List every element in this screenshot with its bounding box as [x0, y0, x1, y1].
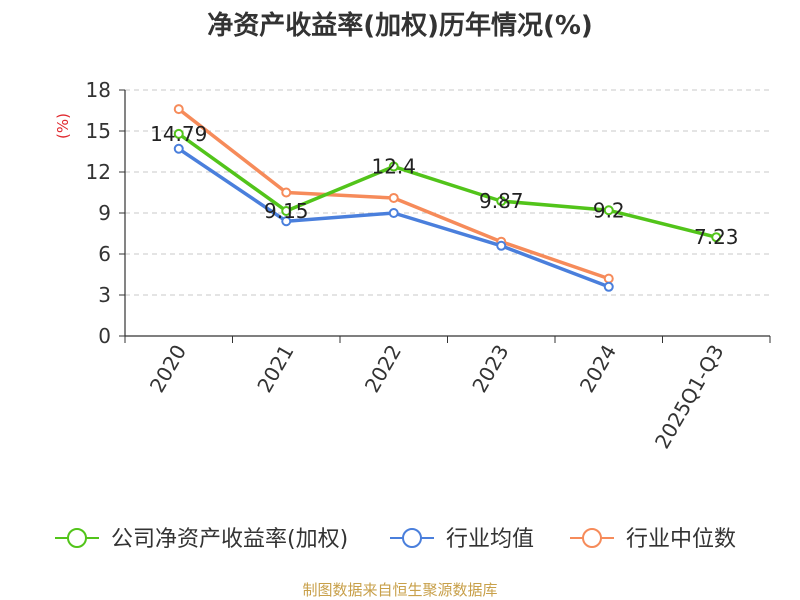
grid-lines: [125, 89, 770, 296]
y-tick-label: 3: [98, 283, 111, 307]
y-tick-label: 9: [98, 201, 111, 225]
y-tick-label: 15: [86, 119, 111, 143]
x-tick-label: 2020: [145, 341, 191, 397]
x-tick-label: 2025Q1-Q3: [650, 341, 729, 453]
data-label: 12.4: [371, 155, 416, 179]
data-labels: 14.79 9.15 12.4 9.87 9.2 7.23: [150, 122, 738, 249]
x-tick-label: 2021: [252, 341, 298, 397]
data-point[interactable]: [281, 205, 292, 216]
legend-marker[interactable]: [402, 528, 422, 548]
data-point[interactable]: [388, 161, 399, 172]
series-line-0: [177, 132, 718, 239]
legend[interactable]: 公司净资产收益率(加权) 行业均值 行业中位数: [55, 527, 736, 552]
y-tick-label: 0: [98, 324, 111, 348]
data-label: 9.87: [479, 189, 524, 213]
data-label: 9.15: [264, 199, 309, 223]
source-note: 制图数据来自恒生聚源数据库: [302, 581, 497, 599]
data-point[interactable]: [173, 128, 184, 139]
y-tick-label: 12: [86, 160, 111, 184]
legend-marker[interactable]: [582, 528, 602, 548]
data-point[interactable]: [388, 192, 399, 203]
legend-label[interactable]: 行业均值: [446, 527, 534, 552]
y-tick-label: 6: [98, 242, 111, 266]
data-point[interactable]: [603, 205, 614, 216]
data-point[interactable]: [496, 196, 507, 207]
x-tick-label: 2024: [575, 341, 621, 397]
data-point[interactable]: [173, 143, 184, 154]
data-label: 7.23: [694, 225, 739, 249]
data-point[interactable]: [173, 104, 184, 115]
data-point[interactable]: [603, 273, 614, 284]
x-tick-label: 2023: [467, 341, 513, 397]
legend-label[interactable]: 公司净资产收益率(加权): [111, 527, 348, 552]
y-axis-label: (%): [54, 113, 72, 139]
legend-marker[interactable]: [67, 528, 87, 548]
data-point[interactable]: [281, 187, 292, 198]
x-tick-label: 2022: [360, 341, 406, 397]
y-tick-label: 18: [86, 78, 111, 102]
series: [173, 104, 722, 292]
data-label: 14.79: [150, 122, 207, 146]
data-point[interactable]: [603, 281, 614, 292]
data-point[interactable]: [281, 216, 292, 227]
data-point[interactable]: [496, 240, 507, 251]
data-label: 9.2: [593, 198, 625, 222]
data-point[interactable]: [388, 208, 399, 218]
data-point[interactable]: [711, 232, 722, 243]
legend-label[interactable]: 行业中位数: [626, 527, 736, 552]
chart-title: 净资产收益率(加权)历年情况(%): [207, 10, 593, 41]
